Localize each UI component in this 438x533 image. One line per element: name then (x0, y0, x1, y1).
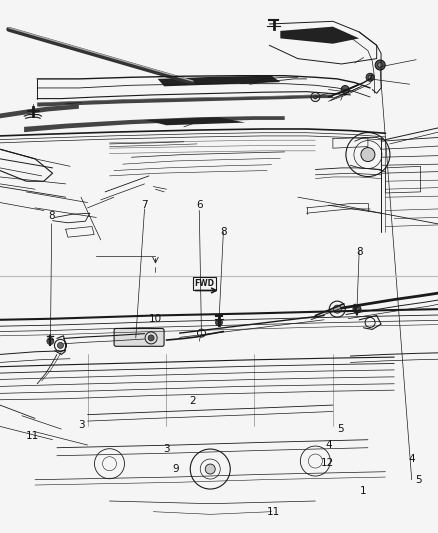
Text: 8: 8 (356, 247, 363, 256)
Text: 6: 6 (196, 200, 203, 210)
Text: 3: 3 (78, 421, 85, 430)
Circle shape (205, 464, 215, 474)
Text: 11: 11 (26, 431, 39, 441)
Circle shape (366, 73, 374, 82)
Circle shape (313, 95, 318, 99)
Circle shape (341, 85, 349, 94)
Text: 2: 2 (189, 396, 196, 406)
Circle shape (355, 307, 359, 311)
Text: 10: 10 (149, 314, 162, 324)
Polygon shape (145, 117, 245, 125)
Polygon shape (0, 104, 79, 118)
Circle shape (361, 148, 375, 161)
Polygon shape (24, 116, 285, 132)
Text: FWD: FWD (195, 279, 215, 288)
Text: 8: 8 (220, 227, 227, 237)
Circle shape (368, 75, 372, 79)
Circle shape (333, 305, 341, 313)
Text: 8: 8 (48, 211, 55, 221)
Circle shape (215, 319, 223, 326)
FancyBboxPatch shape (114, 328, 164, 346)
Polygon shape (158, 76, 280, 86)
Circle shape (375, 60, 385, 70)
Circle shape (378, 62, 383, 68)
Text: 5: 5 (415, 475, 422, 484)
Text: 4: 4 (408, 455, 415, 464)
Text: 3: 3 (163, 444, 170, 454)
Text: 12: 12 (321, 458, 334, 467)
Text: 1: 1 (360, 487, 367, 496)
Circle shape (57, 342, 64, 349)
Circle shape (353, 305, 361, 313)
Text: 9: 9 (172, 464, 179, 474)
Polygon shape (280, 27, 359, 44)
Text: 5: 5 (337, 424, 344, 434)
Text: 4: 4 (325, 440, 332, 450)
Text: 7: 7 (141, 200, 148, 210)
Text: 11: 11 (267, 507, 280, 516)
Circle shape (148, 335, 154, 341)
Polygon shape (37, 95, 333, 107)
Circle shape (47, 337, 54, 345)
